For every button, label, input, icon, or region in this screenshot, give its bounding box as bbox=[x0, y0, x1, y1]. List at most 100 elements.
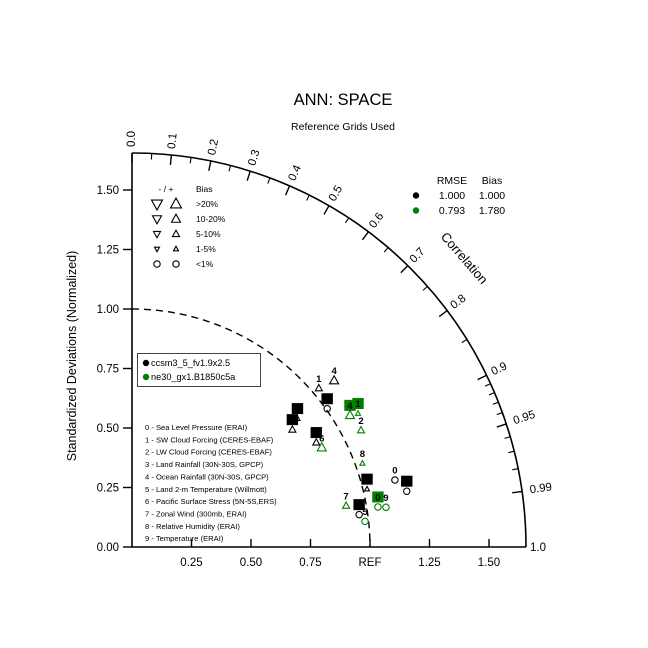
bias-legend-row-label: 5-10% bbox=[196, 229, 221, 239]
data-point-label-box bbox=[352, 397, 364, 409]
data-point-label: 3 bbox=[295, 404, 300, 415]
data-point-label-box bbox=[310, 427, 322, 439]
corr-minor-tick bbox=[488, 392, 495, 396]
data-point-marker bbox=[361, 517, 369, 526]
correlation-axis-title: Correlation bbox=[438, 229, 491, 287]
corr-tick-label: 0.4 bbox=[287, 163, 305, 183]
y-tick-label: 0.00 bbox=[97, 542, 119, 554]
corr-minor-tick bbox=[383, 247, 389, 253]
stats-legend-rmse-value: 1.000 bbox=[439, 190, 465, 202]
variable-list-item: 1 - SW Cloud Forcing (CERES-EBAF) bbox=[145, 435, 274, 444]
data-point-label: 4 bbox=[347, 401, 353, 412]
corr-minor-tick bbox=[484, 383, 491, 387]
variable-list-item: 9 - Temperature (ERAI) bbox=[145, 534, 224, 543]
corr-minor-tick bbox=[267, 177, 271, 184]
data-point-label: 6 bbox=[319, 433, 324, 444]
stats-legend-group: 1.000 1.000 0.793 1.780 bbox=[412, 190, 505, 217]
corr-major-tick bbox=[438, 310, 448, 318]
data-point-label: 7 bbox=[364, 475, 369, 486]
corr-tick-label: 0.6 bbox=[367, 211, 386, 231]
corr-minor-tick bbox=[306, 194, 310, 201]
data-point-label: 5 bbox=[362, 507, 368, 518]
corr-minor-tick bbox=[492, 401, 499, 405]
data-point-marker bbox=[328, 374, 340, 385]
corr-tick-label: 0.7 bbox=[408, 246, 428, 266]
bias-legend-sign-header: - / + bbox=[159, 184, 174, 194]
variable-list-item: 0 - Sea Level Pressure (ERAI) bbox=[145, 423, 248, 432]
stats-legend-dot bbox=[412, 192, 420, 199]
stats-legend-bias-value: 1.780 bbox=[479, 205, 505, 217]
variable-list-item: 6 - Pacific Surface Stress (5N-5S,ERS) bbox=[145, 497, 277, 506]
corr-tick-label: 0.8 bbox=[448, 293, 468, 312]
data-point-label: 7 bbox=[343, 491, 348, 502]
corr-major-tick bbox=[477, 374, 487, 381]
data-point-marker bbox=[314, 383, 324, 392]
bias-legend-down-triangle bbox=[150, 199, 164, 212]
data-point-marker bbox=[287, 424, 297, 433]
stats-legend-bias-value: 1.000 bbox=[479, 190, 505, 202]
data-point-label: 6 bbox=[290, 415, 295, 426]
y-tick-label: 1.00 bbox=[97, 304, 119, 316]
data-point-label-box bbox=[401, 475, 413, 487]
data-point-label: 1 bbox=[316, 374, 322, 385]
data-point-label-box bbox=[321, 393, 333, 405]
data-point-label-box bbox=[291, 403, 304, 415]
corr-minor-tick bbox=[512, 468, 519, 471]
data-point-label-box bbox=[372, 491, 384, 503]
data-point-marker bbox=[374, 503, 382, 511]
data-point-marker bbox=[355, 510, 363, 519]
stats-legend-rmse-value: 0.793 bbox=[439, 205, 465, 217]
data-point-label: 8 bbox=[314, 428, 319, 439]
stats-legend-dot bbox=[412, 207, 420, 214]
data-point-label: 5 bbox=[356, 500, 362, 511]
model-legend-dot bbox=[142, 373, 150, 381]
corr-major-tick bbox=[246, 170, 251, 181]
bias-legend-up-triangle bbox=[169, 196, 183, 209]
corr-tick-label: 0.1 bbox=[166, 132, 180, 149]
data-point-label-box bbox=[344, 399, 356, 411]
correlation-arc bbox=[131, 152, 527, 548]
data-point-marker bbox=[311, 437, 321, 446]
bias-legend-row-label: 10-20% bbox=[196, 214, 226, 224]
x-tick-label: REF bbox=[359, 557, 382, 569]
page-subtitle: Reference Grids Used bbox=[291, 121, 395, 133]
corr-minor-tick bbox=[344, 217, 350, 224]
corr-tick-label: 0.5 bbox=[327, 184, 345, 204]
data-point-label: 2 bbox=[325, 394, 330, 405]
bias-legend-up-triangle bbox=[172, 245, 180, 252]
bias-legend-neg-circle bbox=[153, 260, 161, 268]
corr-tick-label: 0.2 bbox=[206, 138, 221, 156]
data-point-marker bbox=[358, 459, 366, 466]
variable-list-group: 0 - Sea Level Pressure (ERAI) 1 - SW Clou… bbox=[145, 423, 277, 543]
data-point-marker bbox=[316, 441, 328, 452]
bias-legend-down-triangle bbox=[151, 215, 163, 225]
corr-tick-label: 0.9 bbox=[489, 360, 509, 378]
bias-legend-row-label: >20% bbox=[196, 199, 218, 209]
corr-major-tick bbox=[361, 231, 369, 241]
x-tick-label: 0.50 bbox=[240, 557, 262, 569]
corr-major-tick bbox=[512, 490, 523, 494]
corr-minor-tick bbox=[461, 338, 468, 344]
stats-legend-bias-header: Bias bbox=[482, 175, 502, 187]
bias-legend-group: >20% 10-20% 5-10% 1-5% <1% bbox=[150, 196, 226, 269]
data-point-marker bbox=[403, 487, 411, 495]
corr-major-tick bbox=[208, 160, 212, 171]
x-tick-label: 1.50 bbox=[478, 557, 500, 569]
x-tick-label: 0.25 bbox=[180, 557, 202, 569]
data-point-label: 8 bbox=[360, 449, 365, 460]
bias-legend-down-triangle bbox=[153, 246, 161, 253]
model-legend-label: ccsm3_5_fv1.9x2.5 bbox=[151, 358, 230, 368]
data-point-label-box bbox=[286, 414, 299, 426]
data-point-label-box bbox=[353, 499, 365, 511]
corr-minor-tick bbox=[496, 412, 503, 416]
variable-list-item: 7 - Zonal Wind (300mb, ERAI) bbox=[145, 509, 247, 518]
x-tick-label: 0.75 bbox=[299, 557, 321, 569]
data-point-label-box bbox=[361, 473, 373, 485]
bias-legend-up-triangle bbox=[170, 213, 182, 223]
data-point-label: 2 bbox=[358, 416, 363, 427]
corr-major-tick bbox=[284, 185, 291, 196]
y-tick-label: 0.25 bbox=[97, 483, 119, 495]
ref-stddev-arc bbox=[131, 308, 371, 548]
